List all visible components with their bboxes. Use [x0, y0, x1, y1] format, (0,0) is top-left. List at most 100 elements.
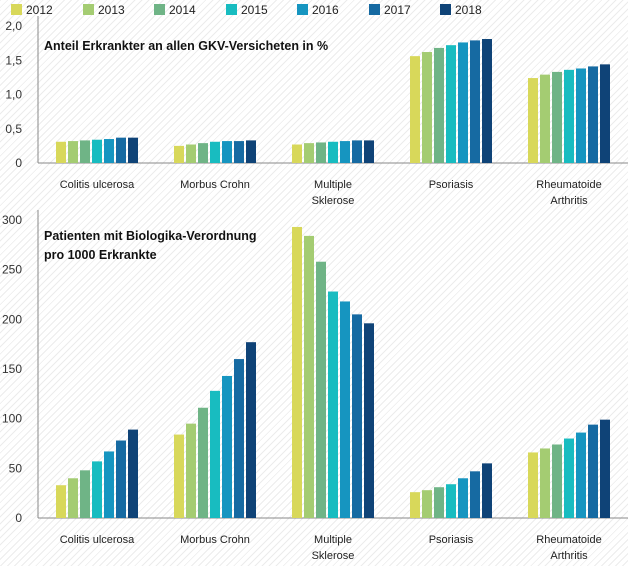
legend-swatch-2017: [369, 4, 380, 15]
bar: [552, 444, 562, 518]
legend-swatch-2018: [440, 4, 451, 15]
bar: [328, 141, 338, 163]
bar: [352, 140, 362, 163]
legend-swatch-2012: [11, 4, 22, 15]
legend-swatch-2015: [226, 4, 237, 15]
category-label: Sklerose: [312, 550, 355, 562]
legend-swatch-2014: [154, 4, 165, 15]
bar: [234, 359, 244, 518]
bar: [328, 291, 338, 518]
category-label: Sklerose: [312, 195, 355, 207]
bar: [304, 235, 314, 519]
bar: [410, 492, 420, 518]
bar: [198, 143, 208, 163]
bar: [588, 66, 598, 163]
legend-label-2012: 2012: [26, 3, 53, 17]
bar: [340, 301, 350, 518]
bar: [576, 432, 586, 518]
bar: [128, 429, 138, 518]
bar: [540, 74, 550, 163]
y-tick-label: 300: [2, 213, 22, 227]
bar: [304, 143, 314, 163]
bar: [446, 45, 456, 163]
bar: [104, 139, 114, 163]
category-label: Arthritis: [550, 195, 588, 207]
category-label: Multiple: [314, 534, 352, 546]
bar: [528, 78, 538, 163]
category-label: Rheumatoide: [536, 179, 601, 191]
bar: [410, 56, 420, 163]
bar: [186, 144, 196, 163]
bar: [292, 226, 302, 518]
bar: [340, 141, 350, 163]
bar: [564, 438, 574, 518]
y-tick-label: 1,0: [5, 88, 22, 102]
bar: [246, 342, 256, 518]
chart-panel-1: 0 0,5 1,0 1,5 2,0 Anteil Erkrankter an allen …: [5, 16, 628, 207]
bar: [482, 463, 492, 518]
y-tick-label: 0: [15, 511, 22, 525]
category-label: Colitis ulcerosa: [60, 534, 135, 546]
legend-swatch-2013: [83, 4, 94, 15]
bar: [528, 452, 538, 518]
chart-panel-2: 0 50 100 150 200 250 300 Patienten mit Biologik…: [2, 210, 628, 562]
bar: [552, 71, 562, 163]
bar: [80, 470, 90, 518]
bar: [128, 137, 138, 163]
bar: [458, 478, 468, 518]
bar: [434, 47, 444, 163]
legend-label-2017: 2017: [384, 3, 411, 17]
y-tick-label: 50: [9, 461, 23, 475]
chart-title: Anteil Erkrankter an allen GKV-Versichet…: [44, 39, 328, 53]
y-tick-label: 100: [2, 412, 22, 426]
bar: [316, 142, 326, 163]
legend-swatch-2016: [297, 4, 308, 15]
bar: [600, 419, 610, 518]
y-tick-label: 200: [2, 312, 22, 326]
bar: [234, 141, 244, 163]
legend-label-2013: 2013: [98, 3, 125, 17]
bar: [434, 487, 444, 518]
bar: [422, 490, 432, 518]
bar: [422, 52, 432, 163]
legend-label-2014: 2014: [169, 3, 196, 17]
bar: [588, 424, 598, 518]
y-tick-label: 0: [15, 156, 22, 170]
category-label: Multiple: [314, 179, 352, 191]
y-tick-label: 1,5: [5, 53, 22, 67]
category-label: Morbus Crohn: [180, 179, 250, 191]
bar: [540, 448, 550, 518]
y-tick-label: 0,5: [5, 122, 22, 136]
category-label: Arthritis: [550, 550, 588, 562]
y-tick-label: 150: [2, 362, 22, 376]
bar: [92, 139, 102, 163]
bar: [92, 461, 102, 518]
bar: [210, 141, 220, 163]
y-tick-label: 250: [2, 263, 22, 277]
bar: [458, 42, 468, 163]
bar: [364, 323, 374, 518]
legend: 2012 2013 2014 2015 2016 2017 2018: [11, 3, 482, 17]
bar: [210, 390, 220, 518]
bar: [364, 140, 374, 163]
bar: [446, 484, 456, 518]
category-label: Psoriasis: [429, 534, 474, 546]
bar: [68, 478, 78, 518]
bar: [482, 39, 492, 163]
legend-label-2015: 2015: [241, 3, 268, 17]
bar: [80, 140, 90, 163]
category-label: Rheumatoide: [536, 534, 601, 546]
bar: [246, 140, 256, 163]
category-label: Morbus Crohn: [180, 534, 250, 546]
bar: [104, 451, 114, 518]
bar: [222, 141, 232, 163]
bar: [564, 69, 574, 163]
bar: [316, 261, 326, 518]
category-label: Colitis ulcerosa: [60, 179, 135, 191]
category-label: Psoriasis: [429, 179, 474, 191]
bar: [600, 64, 610, 163]
chart-title: Patienten mit Biologika-Verordnung: [44, 229, 257, 243]
bar: [352, 314, 362, 518]
bar: [186, 423, 196, 518]
